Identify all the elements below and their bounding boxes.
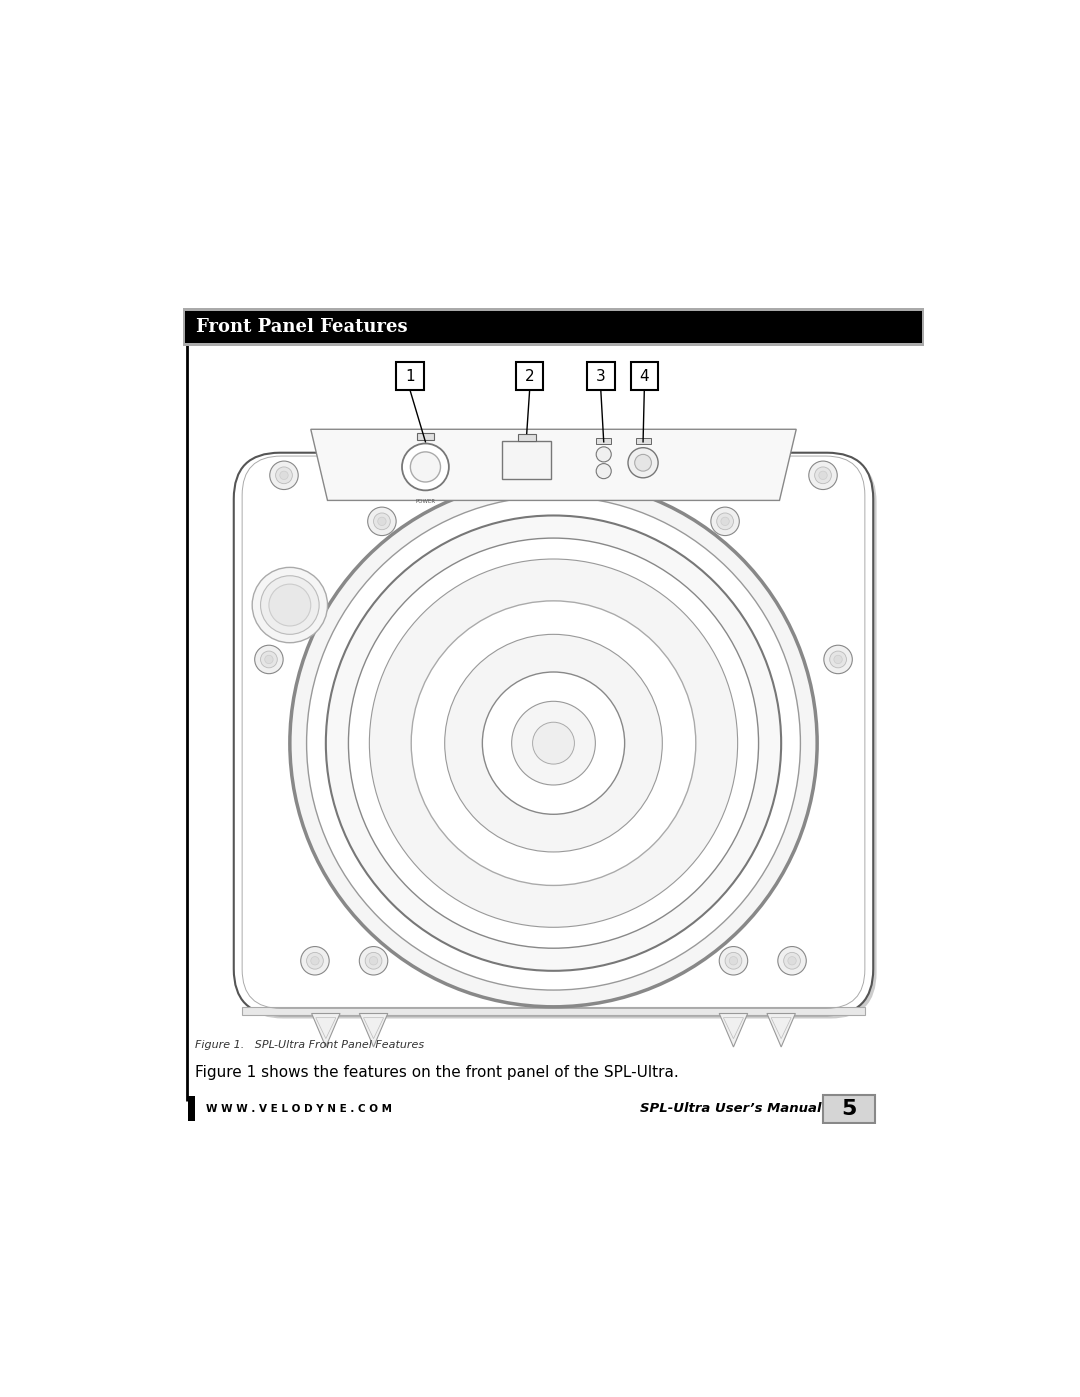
Circle shape [721, 517, 729, 525]
Circle shape [445, 634, 662, 852]
Text: 1: 1 [405, 369, 415, 384]
Circle shape [410, 451, 441, 482]
Circle shape [711, 507, 740, 535]
Text: VOL: VOL [617, 460, 626, 465]
Circle shape [729, 957, 738, 965]
FancyBboxPatch shape [516, 362, 543, 390]
FancyBboxPatch shape [417, 433, 434, 440]
Polygon shape [311, 429, 796, 500]
Circle shape [260, 651, 278, 668]
Text: Figure 1.   SPL-Ultra Front Panel Features: Figure 1. SPL-Ultra Front Panel Features [195, 1041, 424, 1051]
Circle shape [483, 672, 624, 814]
Circle shape [788, 957, 796, 965]
Circle shape [265, 655, 273, 664]
Polygon shape [360, 1013, 388, 1046]
Circle shape [402, 443, 449, 490]
Circle shape [824, 645, 852, 673]
Circle shape [365, 953, 382, 970]
FancyBboxPatch shape [596, 437, 611, 444]
Circle shape [280, 471, 288, 479]
Circle shape [411, 601, 696, 886]
Text: 4: 4 [639, 369, 649, 384]
Polygon shape [312, 1013, 340, 1046]
Text: SPL-Ultra User’s Manual: SPL-Ultra User’s Manual [639, 1102, 821, 1115]
Text: Figure 1 shows the features on the front panel of the SPL-Ultra.: Figure 1 shows the features on the front… [195, 1066, 679, 1080]
FancyBboxPatch shape [242, 1007, 865, 1016]
Circle shape [378, 517, 387, 525]
Circle shape [369, 559, 738, 928]
Circle shape [289, 479, 818, 1007]
Circle shape [809, 461, 837, 489]
Circle shape [369, 957, 378, 965]
Circle shape [255, 645, 283, 673]
FancyBboxPatch shape [635, 437, 650, 444]
Circle shape [719, 947, 747, 975]
Circle shape [596, 447, 611, 462]
Circle shape [307, 496, 800, 990]
FancyBboxPatch shape [823, 1095, 875, 1123]
Circle shape [326, 515, 781, 971]
Text: 3: 3 [596, 369, 606, 384]
Circle shape [778, 947, 807, 975]
FancyBboxPatch shape [517, 434, 536, 441]
Circle shape [532, 722, 575, 764]
FancyBboxPatch shape [233, 453, 874, 1016]
Circle shape [360, 947, 388, 975]
Circle shape [784, 953, 800, 970]
Text: Front Panel Features: Front Panel Features [197, 319, 408, 337]
FancyBboxPatch shape [588, 362, 615, 390]
Circle shape [311, 957, 320, 965]
Circle shape [374, 513, 390, 529]
Circle shape [270, 461, 298, 489]
FancyBboxPatch shape [396, 362, 423, 390]
Bar [188, 1097, 195, 1122]
Text: MIC: MIC [638, 485, 648, 490]
FancyBboxPatch shape [502, 441, 551, 479]
Text: 2: 2 [525, 369, 535, 384]
Circle shape [269, 584, 311, 626]
Circle shape [300, 947, 329, 975]
Circle shape [307, 953, 323, 970]
Circle shape [349, 538, 758, 949]
Circle shape [627, 447, 658, 478]
Circle shape [725, 953, 742, 970]
FancyBboxPatch shape [631, 362, 658, 390]
Polygon shape [767, 1013, 795, 1046]
Circle shape [275, 467, 293, 483]
FancyBboxPatch shape [183, 307, 924, 346]
Circle shape [814, 467, 832, 483]
Circle shape [260, 576, 320, 634]
Circle shape [512, 701, 595, 785]
FancyBboxPatch shape [238, 455, 877, 1018]
Circle shape [596, 464, 611, 479]
Circle shape [717, 513, 733, 529]
Circle shape [829, 651, 847, 668]
Text: –: – [617, 467, 621, 475]
Text: POWER: POWER [416, 499, 435, 504]
Text: +: + [617, 450, 623, 458]
Text: 5: 5 [841, 1099, 856, 1119]
Polygon shape [719, 1013, 747, 1046]
Circle shape [834, 655, 842, 664]
FancyBboxPatch shape [186, 312, 922, 344]
Circle shape [253, 567, 327, 643]
Circle shape [635, 454, 651, 471]
Circle shape [367, 507, 396, 535]
Circle shape [819, 471, 827, 479]
Text: W W W . V E L O D Y N E . C O M: W W W . V E L O D Y N E . C O M [206, 1104, 392, 1113]
